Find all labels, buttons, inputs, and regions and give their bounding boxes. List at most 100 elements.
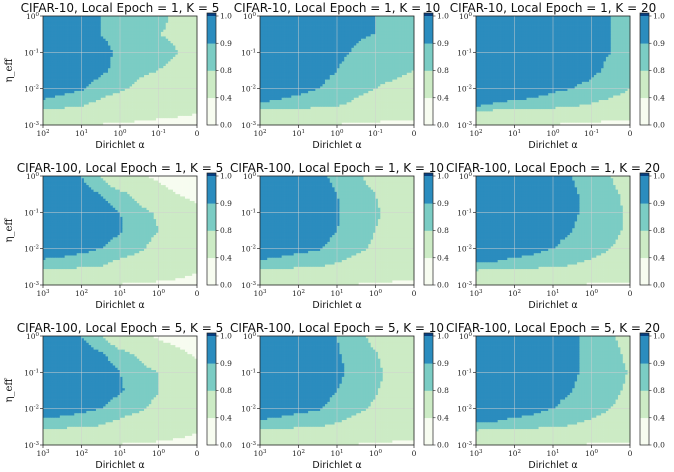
contour-cell bbox=[127, 114, 130, 117]
contour-cell bbox=[146, 66, 149, 69]
contour-cell bbox=[43, 34, 46, 37]
contour-cell bbox=[132, 25, 135, 28]
contour-cell bbox=[351, 18, 354, 21]
contour-cell bbox=[103, 100, 106, 103]
contour-cell bbox=[62, 102, 65, 105]
contour-cell bbox=[363, 21, 366, 24]
contour-cell bbox=[142, 77, 145, 80]
contour-cell bbox=[154, 100, 157, 103]
contour-cell bbox=[154, 36, 157, 39]
contour-cell bbox=[149, 102, 152, 105]
contour-cell bbox=[57, 68, 60, 71]
contour-cell bbox=[65, 41, 68, 44]
contour-cell bbox=[171, 68, 174, 71]
contour-cell bbox=[313, 43, 316, 46]
contour-cell bbox=[132, 89, 135, 92]
contour-cell bbox=[98, 102, 101, 105]
contour-cell bbox=[274, 46, 277, 49]
contour-cell bbox=[354, 21, 357, 24]
contour-cell bbox=[101, 82, 104, 85]
contour-cell bbox=[127, 93, 130, 96]
contour-cell bbox=[392, 23, 395, 26]
contour-cell bbox=[366, 46, 369, 49]
contour-cell bbox=[84, 111, 87, 114]
contour-cell bbox=[151, 116, 154, 119]
contour-cell bbox=[388, 18, 391, 21]
contour-cell bbox=[265, 41, 268, 44]
contour-cell bbox=[146, 59, 149, 62]
contour-cell bbox=[101, 61, 104, 64]
contour-cell bbox=[127, 73, 130, 76]
contour-cell bbox=[149, 98, 152, 101]
contour-cell bbox=[260, 27, 263, 30]
contour-cell bbox=[159, 25, 162, 28]
contour-cell bbox=[106, 95, 109, 98]
contour-cell bbox=[154, 27, 157, 30]
contour-cell bbox=[323, 52, 326, 55]
contour-cell bbox=[86, 73, 89, 76]
contour-cell bbox=[96, 34, 99, 37]
contour-cell bbox=[286, 23, 289, 26]
contour-cell bbox=[94, 27, 97, 30]
contour-cell bbox=[154, 93, 157, 96]
contour-cell bbox=[120, 55, 123, 58]
contour-cell bbox=[120, 34, 123, 37]
contour-cell bbox=[284, 46, 287, 49]
contour-cell bbox=[120, 89, 123, 92]
contour-cell bbox=[94, 105, 97, 108]
contour-cell bbox=[173, 102, 176, 105]
contour-cell bbox=[122, 98, 125, 101]
contour-cell bbox=[383, 41, 386, 44]
contour-cell bbox=[127, 80, 130, 83]
contour-cell bbox=[125, 23, 128, 26]
contour-cell bbox=[154, 111, 157, 114]
contour-cell bbox=[154, 68, 157, 71]
contour-cell bbox=[110, 34, 113, 37]
contour-cell bbox=[72, 30, 75, 33]
contour-cell bbox=[306, 32, 309, 35]
contour-cell bbox=[308, 21, 311, 24]
contour-cell bbox=[110, 75, 113, 78]
contour-cell bbox=[344, 21, 347, 24]
contour-cell bbox=[183, 36, 186, 39]
contour-cell bbox=[166, 91, 169, 94]
contour-cell bbox=[130, 46, 133, 49]
contour-cell bbox=[122, 64, 125, 67]
contour-cell bbox=[108, 18, 111, 21]
contour-cell bbox=[144, 39, 147, 42]
contour-cell bbox=[115, 41, 118, 44]
contour-cell bbox=[110, 41, 113, 44]
contour-cell bbox=[53, 41, 56, 44]
contour-cell bbox=[392, 48, 395, 51]
contour-cell bbox=[139, 105, 142, 108]
contour-cell bbox=[361, 23, 364, 26]
contour-cell bbox=[77, 93, 80, 96]
contour-cell bbox=[142, 64, 145, 67]
contour-cell bbox=[306, 46, 309, 49]
contour-cell bbox=[84, 52, 87, 55]
contour-cell bbox=[149, 100, 152, 103]
contour-cell bbox=[106, 111, 109, 114]
contour-cell bbox=[344, 23, 347, 26]
contour-cell bbox=[284, 52, 287, 55]
contour-cell bbox=[113, 109, 116, 112]
contour-cell bbox=[142, 23, 145, 26]
contour-cell bbox=[110, 66, 113, 69]
contour-cell bbox=[161, 46, 164, 49]
contour-cell bbox=[82, 100, 85, 103]
contour-cell bbox=[270, 25, 273, 28]
contour-cell bbox=[178, 120, 181, 123]
contour-cell bbox=[323, 41, 326, 44]
contour-cell bbox=[122, 114, 125, 117]
contour-cell bbox=[270, 30, 273, 33]
contour-cell bbox=[291, 21, 294, 24]
contour-cell bbox=[318, 43, 321, 46]
contour-cell bbox=[77, 105, 80, 108]
contour-cell bbox=[103, 120, 106, 123]
contour-cell bbox=[260, 21, 263, 24]
contour-cell bbox=[94, 34, 97, 37]
contour-cell bbox=[178, 57, 181, 60]
contour-cell bbox=[166, 32, 169, 35]
contour-cell bbox=[144, 73, 147, 76]
contour-cell bbox=[113, 89, 116, 92]
